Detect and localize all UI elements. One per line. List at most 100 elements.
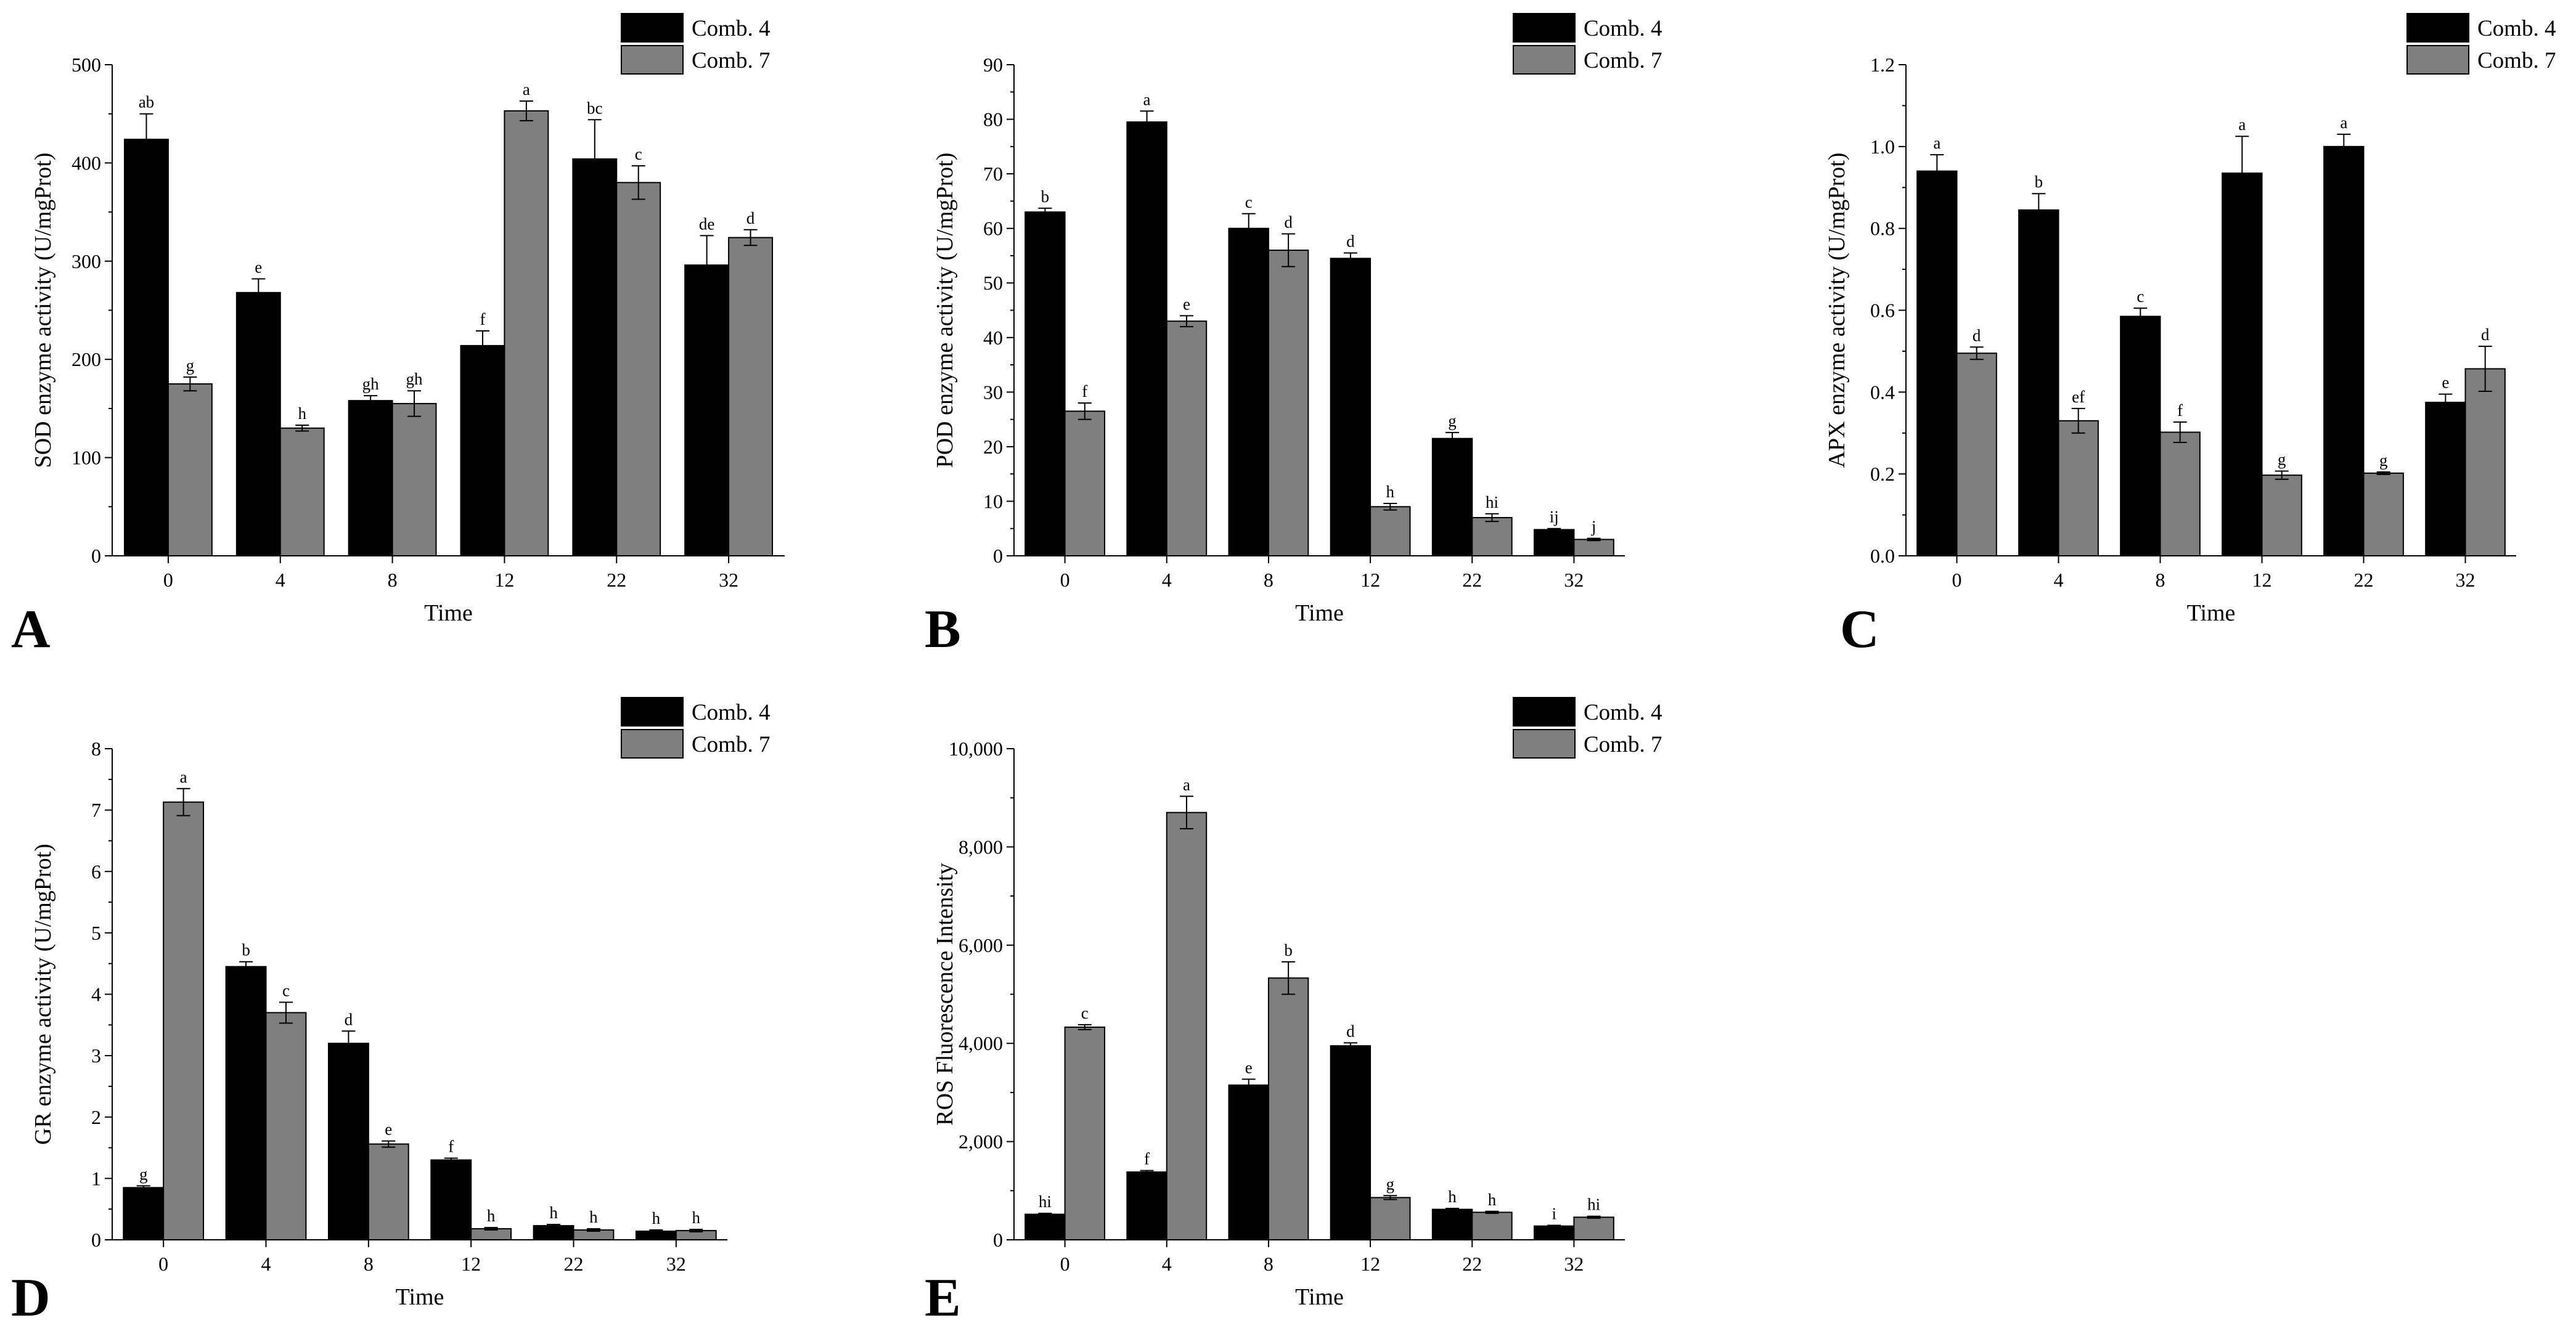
x-tick-label: 8 <box>1264 569 1274 591</box>
significance-label: h <box>692 1208 701 1227</box>
bar-comb7 <box>391 402 437 556</box>
y-tick-label: 200 <box>72 348 101 370</box>
bar-comb7 <box>1573 539 1614 557</box>
bar-comb4 <box>572 158 618 556</box>
legend-label-comb7: Comb. 7 <box>2477 48 2556 73</box>
bar-comb7 <box>2464 368 2506 556</box>
legend-swatch-comb7 <box>1513 729 1576 759</box>
bar-comb4 <box>1228 1084 1269 1240</box>
y-tick-label: 1.0 <box>1870 136 1895 158</box>
y-tick-label: 10 <box>983 490 1003 512</box>
bar-comb7 <box>504 110 549 556</box>
bar-comb7 <box>163 801 205 1240</box>
significance-label: hi <box>1039 1192 1052 1211</box>
x-tick-label: 12 <box>1360 1253 1380 1275</box>
significance-label: a <box>180 768 187 786</box>
bar-comb7 <box>2159 431 2201 557</box>
significance-label: e <box>1245 1058 1253 1077</box>
significance-label: h <box>298 404 306 423</box>
y-tick-label: 8 <box>91 738 101 760</box>
panel-letter: C <box>1840 600 1879 659</box>
y-axis-title: GR enzyme activity (U/mgProt) <box>30 844 56 1145</box>
x-tick-label: 32 <box>666 1253 686 1275</box>
significance-label: d <box>1973 326 1981 344</box>
x-axis-title: Time <box>1295 1284 1344 1310</box>
x-tick-label: 12 <box>1360 569 1380 591</box>
bar-comb4 <box>1330 1045 1372 1241</box>
significance-label: ab <box>139 93 154 112</box>
x-tick-label: 0 <box>1060 1253 1070 1275</box>
legend-swatch-comb4 <box>1513 13 1576 43</box>
y-tick-label: 1 <box>91 1167 101 1189</box>
x-tick-label: 4 <box>1162 1253 1172 1275</box>
legend-swatch-comb4 <box>2406 13 2469 43</box>
y-tick-label: 6,000 <box>959 934 1003 956</box>
significance-label: g <box>186 356 195 375</box>
significance-label: c <box>282 981 290 999</box>
x-tick-label: 8 <box>2156 569 2165 591</box>
significance-label: de <box>699 214 715 233</box>
significance-label: f <box>2177 401 2183 420</box>
significance-label: d <box>1346 232 1355 251</box>
bar-comb7 <box>2261 474 2302 557</box>
legend-label-comb7: Comb. 7 <box>1584 732 1662 757</box>
x-tick-label: 32 <box>1564 569 1584 591</box>
bar-comb7 <box>1267 250 1309 556</box>
y-tick-label: 80 <box>983 108 1003 131</box>
legend: Comb. 4 Comb. 7 <box>621 13 770 75</box>
bar-comb7 <box>728 237 773 556</box>
significance-label: c <box>1081 1004 1089 1022</box>
y-tick-label: 100 <box>72 447 101 469</box>
x-tick-label: 22 <box>1462 1253 1482 1275</box>
significance-label: h <box>487 1207 496 1225</box>
legend: Comb. 4 Comb. 7 <box>621 697 770 759</box>
legend-label-comb7: Comb. 7 <box>692 732 770 757</box>
y-tick-label: 60 <box>983 218 1003 240</box>
bar-comb4 <box>1024 1213 1066 1241</box>
panel-letter: D <box>11 1268 51 1323</box>
legend-label-comb4: Comb. 4 <box>2477 16 2556 41</box>
x-tick-label: 32 <box>2456 569 2476 591</box>
y-axis-title: SOD enzyme activity (U/mgProt) <box>30 153 56 468</box>
x-tick-label: 32 <box>1564 1253 1584 1275</box>
x-tick-label: 22 <box>564 1253 584 1275</box>
significance-label: g <box>2379 451 2388 470</box>
bar-comb7 <box>1370 506 1411 556</box>
significance-label: h <box>589 1208 598 1226</box>
significance-label: bc <box>587 99 603 117</box>
bar-comb4 <box>684 264 730 556</box>
significance-label: g <box>1448 412 1457 430</box>
y-tick-label: 4,000 <box>959 1032 1003 1054</box>
x-tick-label: 8 <box>1264 1253 1274 1275</box>
significance-label: f <box>1144 1150 1150 1168</box>
y-tick-label: 30 <box>983 381 1003 403</box>
bar-comb4 <box>2222 173 2263 557</box>
x-tick-label: 32 <box>719 569 738 591</box>
x-tick-label: 12 <box>2252 569 2272 591</box>
legend-swatch-comb7 <box>621 729 684 759</box>
significance-label: h <box>1386 482 1395 501</box>
x-axis-title: Time <box>396 1284 444 1310</box>
significance-label: d <box>746 209 755 227</box>
significance-label: d <box>345 1010 353 1028</box>
bar-comb4 <box>533 1225 574 1241</box>
y-tick-label: 0.2 <box>1870 463 1895 485</box>
x-tick-label: 4 <box>1162 569 1172 591</box>
bar-comb4 <box>2018 209 2059 556</box>
x-tick-label: 4 <box>261 1253 271 1275</box>
y-tick-label: 40 <box>983 327 1003 349</box>
y-tick-label: 0 <box>993 1229 1003 1251</box>
panel-letter: B <box>925 600 961 659</box>
bar-comb4 <box>1024 211 1066 557</box>
x-tick-label: 0 <box>1952 569 1962 591</box>
significance-label: d <box>1284 213 1293 232</box>
y-tick-label: 0.6 <box>1870 299 1895 322</box>
significance-label: g <box>1386 1174 1395 1193</box>
x-tick-label: 22 <box>607 569 626 591</box>
legend-swatch-comb4 <box>621 697 684 727</box>
significance-label: h <box>549 1203 558 1222</box>
y-tick-label: 90 <box>983 54 1003 76</box>
x-tick-label: 12 <box>461 1253 481 1275</box>
significance-label: g <box>2278 450 2286 469</box>
bar-comb4 <box>327 1043 369 1240</box>
